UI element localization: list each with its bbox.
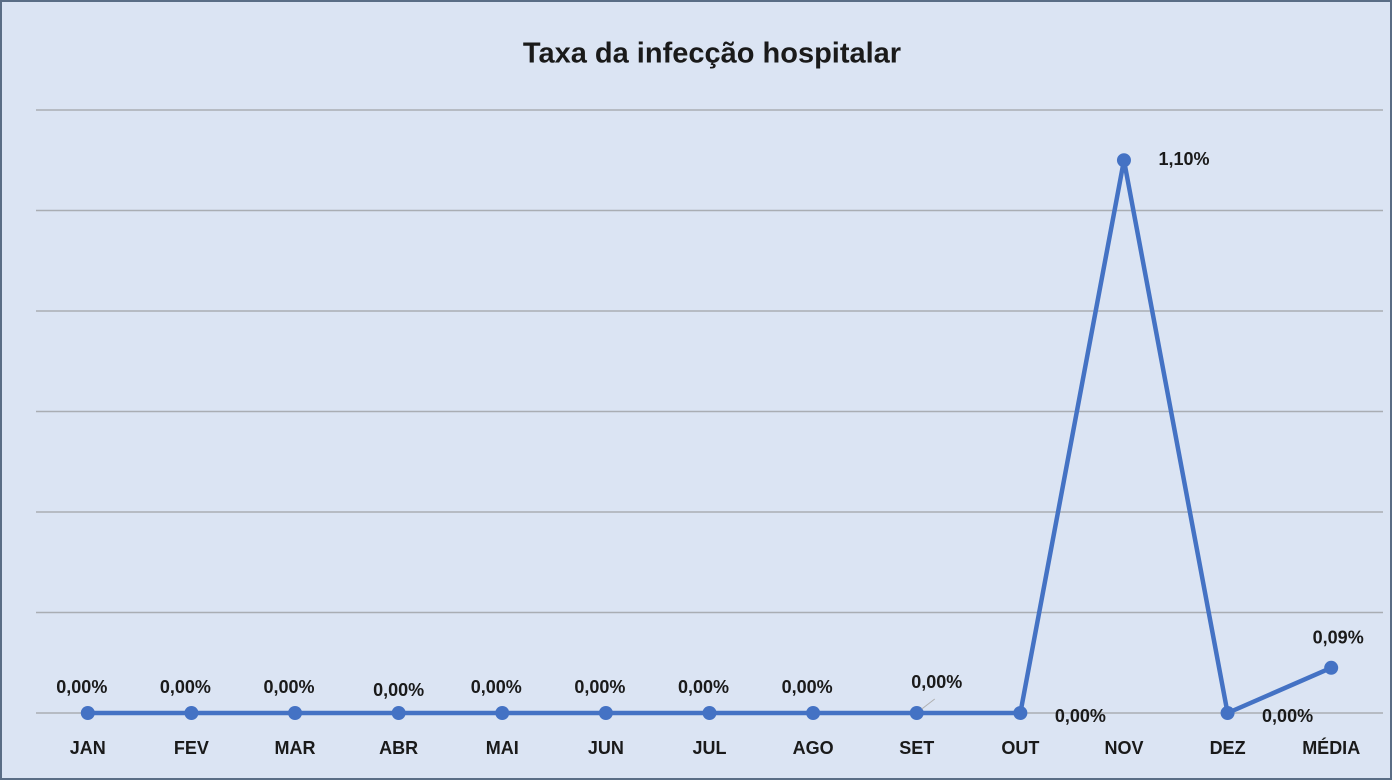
data-label: 0,00%	[160, 677, 211, 697]
x-tick-label: NOV	[1104, 738, 1143, 758]
point	[495, 706, 510, 720]
x-tick-label: DEZ	[1210, 738, 1246, 758]
data-label: 1,10%	[1158, 149, 1209, 169]
point	[80, 706, 95, 720]
point	[806, 706, 821, 720]
x-tick-label: OUT	[1001, 738, 1039, 758]
data-label: 0,00%	[1055, 706, 1106, 726]
chart-title: Taxa da infecção hospitalar	[523, 38, 901, 70]
data-label: 0,00%	[782, 677, 833, 697]
data-label: 0,09%	[1313, 628, 1364, 648]
point	[598, 706, 613, 720]
data-label: 0,00%	[574, 677, 625, 697]
x-tick-label: MAI	[486, 738, 519, 758]
data-label: 0,00%	[1262, 706, 1313, 726]
data-label: 0,00%	[678, 677, 729, 697]
x-tick-label: ABR	[379, 738, 418, 758]
leader-line	[921, 698, 936, 710]
point	[1116, 153, 1131, 168]
data-label: 0,00%	[264, 677, 315, 697]
x-tick-label: MAR	[275, 738, 316, 758]
data-label: 0,00%	[911, 672, 962, 692]
point	[184, 706, 199, 720]
point	[391, 706, 406, 720]
point	[1220, 706, 1235, 720]
x-tick-label: FEV	[174, 738, 209, 758]
point	[288, 706, 303, 720]
data-label: 0,00%	[56, 677, 107, 697]
x-tick-label: MÉDIA	[1302, 737, 1360, 758]
point	[1324, 660, 1339, 675]
x-tick-label: JUL	[692, 738, 726, 758]
point	[702, 706, 717, 720]
point	[909, 706, 924, 720]
x-tick-label: SET	[899, 738, 934, 758]
data-label: 0,00%	[373, 680, 424, 700]
x-tick-label: JUN	[588, 738, 624, 758]
x-tick-label: JAN	[70, 738, 106, 758]
point	[1013, 706, 1028, 720]
x-tick-label: AGO	[793, 738, 834, 758]
data-label: 0,00%	[471, 677, 522, 697]
